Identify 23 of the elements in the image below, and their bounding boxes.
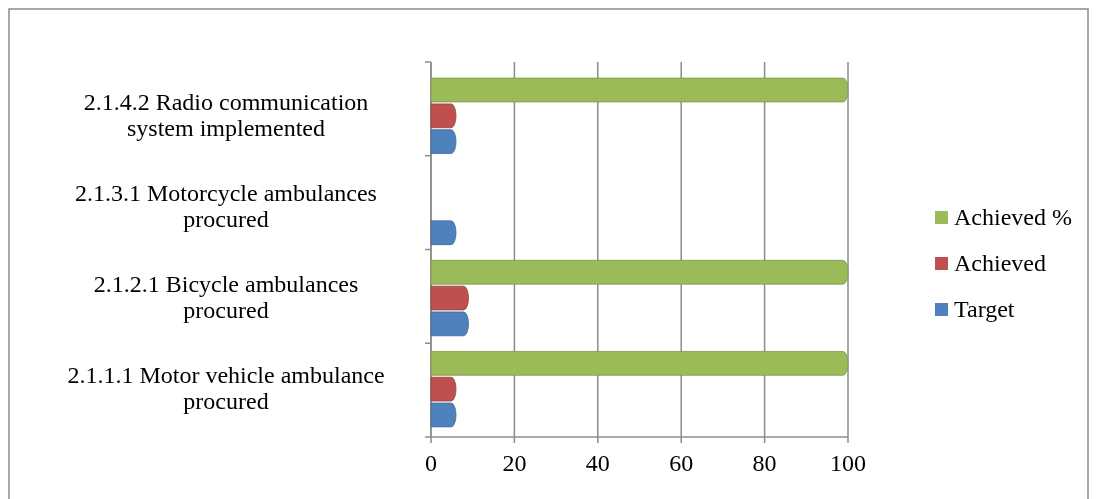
bar — [430, 220, 457, 246]
bar — [430, 351, 849, 376]
x-tick-label: 100 — [830, 450, 866, 476]
bar — [430, 376, 457, 402]
bar — [430, 103, 457, 129]
x-tick-label: 60 — [669, 450, 694, 476]
y-tick-label: 2.1.3.1 Motorcycle ambulances procured — [75, 179, 377, 232]
x-tick-label: 20 — [502, 450, 527, 476]
bar — [430, 259, 849, 285]
y-tick-label: 2.1.1.1 Motor vehicle ambulance procured — [67, 362, 385, 415]
bar — [430, 311, 469, 337]
x-tick-label: 80 — [752, 450, 777, 476]
x-tick-label: 0 — [425, 450, 437, 476]
legend-label: Achieved % — [954, 204, 1072, 230]
bar — [430, 402, 457, 428]
y-tick-label: 2.1.4.2 Radio communication system implemented — [83, 88, 369, 141]
x-tick-label: 40 — [585, 450, 610, 476]
legend-label: Achieved — [954, 250, 1046, 276]
legend-label: Target — [954, 296, 1015, 322]
bar — [430, 129, 457, 154]
y-tick-label: 2.1.2.1 Bicycle ambulances procured — [93, 271, 359, 324]
bar — [430, 285, 469, 311]
bar — [430, 77, 849, 103]
